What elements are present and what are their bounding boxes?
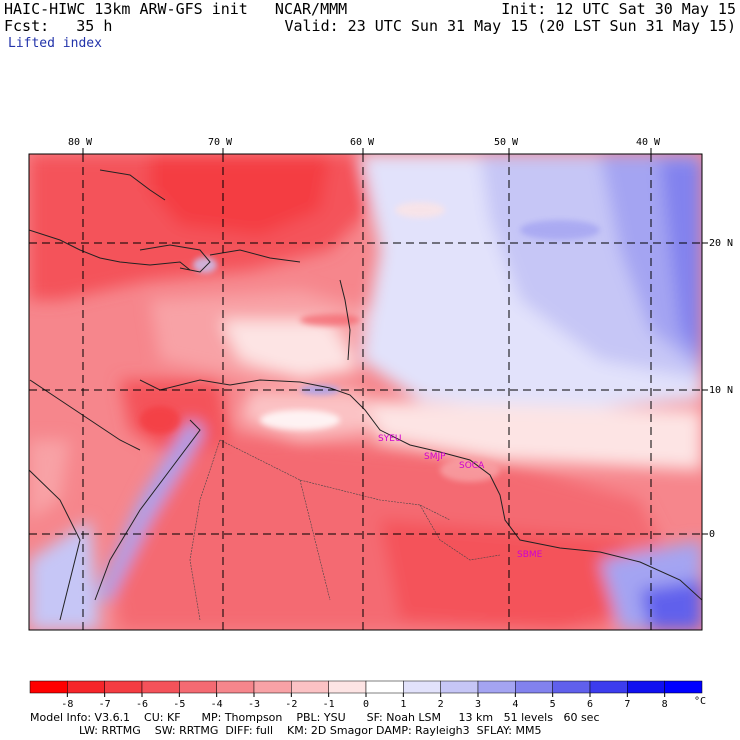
colorbar-tick-label: 1 xyxy=(400,699,406,710)
lat-label-20n: 20 N xyxy=(709,238,733,249)
color-scale-bar: -8 -7 -6 -5 -4 -3 -2 -1 0 1 2 3 4 5 6 7 8 xyxy=(29,680,703,710)
colorbar-swatch xyxy=(29,680,68,694)
colorbar-swatch xyxy=(179,680,217,694)
lon-label-80w: 80 W xyxy=(68,137,93,148)
colorbar-swatch xyxy=(291,680,329,694)
model-info-line1: Model Info: V3.6.1 CU: KF MP: Thompson P… xyxy=(30,711,600,724)
colorbar-swatch xyxy=(440,680,479,694)
colorbar-tick-label: 6 xyxy=(587,699,593,710)
map-title: HAIC-HIWC 13km ARW-GFS init NCAR/MMM xyxy=(4,0,348,18)
colorbar-swatch xyxy=(141,680,180,694)
colorbar-swatch xyxy=(477,680,516,694)
colorbar-tick-label: 7 xyxy=(624,699,630,710)
colorbar-tick-label: 2 xyxy=(438,699,444,710)
colorbar-tick-label: -3 xyxy=(248,699,260,710)
colorbar-swatch xyxy=(589,680,628,694)
colorbar-tick-label: -6 xyxy=(136,699,148,710)
station-smjp: SMJP xyxy=(424,452,446,462)
colorbar-tick-label: 3 xyxy=(475,699,481,710)
colorbar-tick-label: -7 xyxy=(99,699,111,710)
field-shading xyxy=(29,154,702,630)
colorbar-tick-label: -2 xyxy=(285,699,297,710)
colorbar-tick-label: 5 xyxy=(550,699,556,710)
colorbar-swatch xyxy=(403,680,441,694)
colorbar-tick-label: -1 xyxy=(323,699,335,710)
longitude-axis: 80 W 70 W 60 W 50 W 40 W xyxy=(68,137,661,154)
colorbar-swatch xyxy=(515,680,553,694)
lat-lon-grid xyxy=(29,154,702,630)
colorbar-unit: °C xyxy=(694,696,706,707)
station-sbme: SBME xyxy=(517,550,543,560)
lon-label-60w: 60 W xyxy=(350,137,375,148)
colorbar-swatch xyxy=(328,680,367,694)
colorbar-swatch xyxy=(552,680,591,694)
colorbar-swatch xyxy=(253,680,292,694)
colorbar-tick-label: -4 xyxy=(211,699,223,710)
model-info-line2: LW: RRTMG SW: RRTMG DIFF: full KM: 2D Sm… xyxy=(30,724,542,737)
lon-label-70w: 70 W xyxy=(208,137,233,148)
forecast-hour: Fcst: 35 h xyxy=(4,18,112,35)
station-syeu: SYEU xyxy=(378,434,401,444)
lon-label-50w: 50 W xyxy=(494,137,519,148)
colorbar-swatch xyxy=(104,680,143,694)
colorbar-tick-label: 4 xyxy=(512,699,518,710)
stations: SYEU SMJP SOCA SBME xyxy=(378,434,543,560)
lon-label-40w: 40 W xyxy=(636,137,661,148)
colorbar-tick-label: 0 xyxy=(363,699,369,710)
colorbar-tick-label: -5 xyxy=(173,699,185,710)
lat-label-10n: 10 N xyxy=(709,385,733,396)
forecast-value: 35 h xyxy=(76,17,113,35)
init-time: Init: 12 UTC Sat 30 May 15 xyxy=(501,0,736,18)
colorbar-swatch xyxy=(67,680,105,694)
country-borders xyxy=(189,439,501,621)
valid-time: Valid: 23 UTC Sun 31 May 15 (20 LST Sun … xyxy=(284,17,736,35)
forecast-label: Fcst: xyxy=(4,17,50,35)
map-frame xyxy=(28,153,703,631)
colorbar-swatch xyxy=(664,680,703,694)
station-soca: SOCA xyxy=(459,461,485,471)
colorbar-swatch xyxy=(216,680,255,694)
field-name: Lifted index xyxy=(8,36,102,51)
coastlines xyxy=(29,169,702,621)
latitude-axis: 20 N 10 N 0 xyxy=(702,238,733,540)
colorbar-tick-label: 8 xyxy=(662,699,668,710)
colorbar-tick-label: -8 xyxy=(61,699,73,710)
colorbar-swatch xyxy=(365,680,404,694)
colorbar-swatch xyxy=(627,680,665,694)
lat-label-0: 0 xyxy=(709,529,715,540)
